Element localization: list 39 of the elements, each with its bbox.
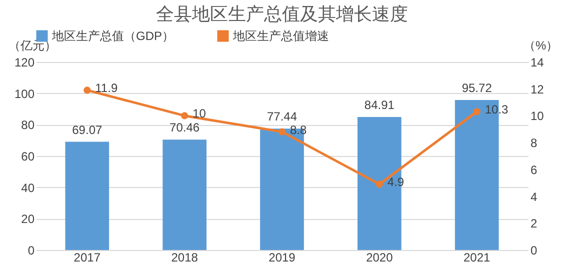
y2-tick-label: 0 <box>530 244 538 258</box>
y-tick-label: 60 <box>21 150 35 164</box>
y2-tick-label: 10 <box>530 109 544 124</box>
y-tick-label: 0 <box>28 244 35 258</box>
y2-tick-label: 6 <box>530 162 538 177</box>
y2-tick-label: 14 <box>530 56 544 70</box>
point <box>84 86 91 94</box>
point <box>181 112 188 120</box>
y2-axis-title: （%） <box>524 38 558 52</box>
data-label: 77.44 <box>266 110 298 124</box>
point <box>376 180 383 188</box>
y2-tick-label: 8 <box>530 136 538 150</box>
bar <box>65 142 110 250</box>
y-tick-label: 80 <box>21 118 35 132</box>
x-tick-label: 2019 <box>268 250 296 264</box>
legend-label: 地区生产总值（GDP） <box>51 29 174 43</box>
y-tick-label: 100 <box>14 86 35 101</box>
y2-tick-label: 2 <box>530 216 538 231</box>
data-label: 84.91 <box>364 98 395 112</box>
x-tick-label: 2020 <box>366 250 394 264</box>
y2-tick-label: 12 <box>530 82 544 96</box>
x-tick-label: 2017 <box>74 250 101 264</box>
x-tick-label: 2018 <box>171 250 198 264</box>
point <box>473 108 480 116</box>
point <box>278 128 286 136</box>
bar <box>358 116 402 250</box>
data-label: 70.46 <box>170 120 200 135</box>
data-label: 11.9 <box>95 81 118 96</box>
y-tick-label: 40 <box>21 180 35 195</box>
bar <box>162 140 206 250</box>
y2-tick-label: 4 <box>530 190 538 204</box>
data-label: 10 <box>192 106 206 121</box>
y-tick-label: 120 <box>14 56 35 70</box>
chart-title: 全县地区生产总值及其增长速度 <box>156 4 408 24</box>
data-label: 95.72 <box>462 81 492 96</box>
y-tick-label: 20 <box>21 212 35 226</box>
legend-label: 地区生产总值增速 <box>232 29 329 43</box>
x-tick-label: 2021 <box>464 250 491 264</box>
data-label: 69.07 <box>72 122 102 137</box>
